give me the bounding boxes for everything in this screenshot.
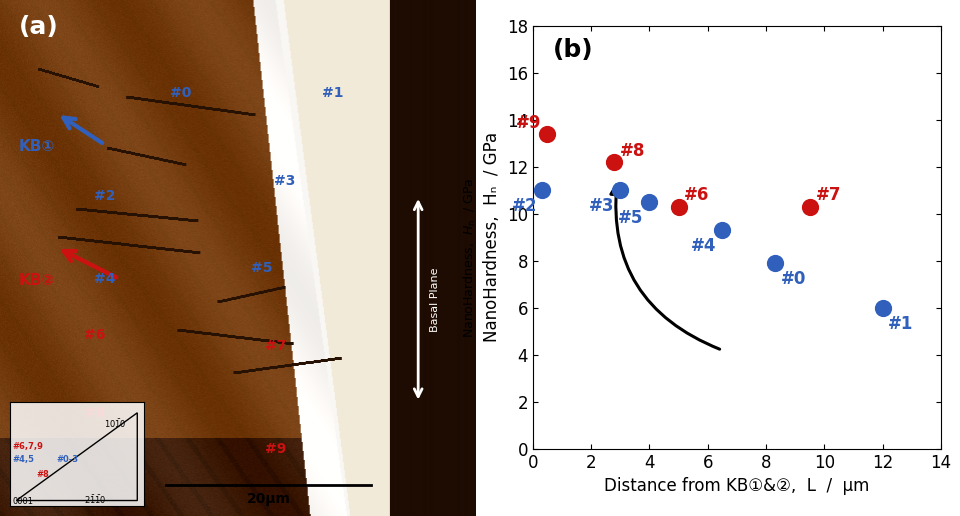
- Text: NanoHardness,  $H_{\rm n}$  / GPa: NanoHardness, $H_{\rm n}$ / GPa: [463, 178, 478, 338]
- Text: KB①: KB①: [19, 139, 56, 154]
- Text: #0: #0: [170, 86, 191, 100]
- Text: #6: #6: [84, 328, 106, 343]
- Point: [607, 158, 622, 166]
- Text: #4: #4: [691, 237, 716, 255]
- Text: KB②: KB②: [19, 273, 56, 288]
- Text: #5: #5: [251, 261, 272, 276]
- Text: #6: #6: [684, 186, 709, 204]
- Text: #4: #4: [94, 271, 115, 286]
- Text: #8: #8: [36, 470, 49, 479]
- Text: 0001: 0001: [12, 496, 34, 506]
- Text: $10\bar{1}0$: $10\bar{1}0$: [104, 417, 127, 430]
- Y-axis label: NanoHardness,  Hₙ  / GPa: NanoHardness, Hₙ / GPa: [483, 132, 501, 343]
- Text: #0: #0: [780, 270, 805, 288]
- Text: #5: #5: [618, 209, 643, 227]
- Text: #6,7,9: #6,7,9: [12, 442, 43, 451]
- Text: Basal Plane: Basal Plane: [430, 267, 440, 332]
- Point: [534, 186, 549, 195]
- Point: [714, 226, 730, 234]
- Text: #9: #9: [516, 114, 541, 132]
- Text: #7: #7: [815, 186, 841, 204]
- Text: (a): (a): [19, 15, 59, 40]
- Text: #2: #2: [94, 189, 115, 203]
- Text: #1: #1: [322, 86, 344, 100]
- Point: [767, 259, 782, 267]
- Point: [612, 186, 628, 195]
- Text: #8: #8: [620, 142, 646, 160]
- Point: [671, 203, 686, 211]
- Point: [875, 304, 890, 312]
- Text: #9: #9: [265, 442, 286, 456]
- Point: [540, 130, 555, 138]
- Text: #4,5: #4,5: [12, 455, 35, 464]
- Text: #1: #1: [888, 315, 914, 333]
- Text: #7: #7: [265, 338, 286, 353]
- Text: #2: #2: [512, 198, 538, 215]
- Text: 20μm: 20μm: [247, 492, 291, 506]
- Text: #0-3: #0-3: [57, 455, 79, 464]
- Text: $2\bar{1}\bar{1}0$: $2\bar{1}\bar{1}0$: [84, 493, 107, 506]
- Text: (b): (b): [553, 39, 594, 62]
- Text: #3: #3: [588, 198, 614, 215]
- Point: [802, 203, 817, 211]
- Text: #3: #3: [275, 173, 296, 188]
- Text: #8: #8: [84, 406, 106, 420]
- Point: [641, 198, 657, 206]
- X-axis label: Distance from KB①&②,  L  /  μm: Distance from KB①&②, L / μm: [604, 477, 870, 495]
